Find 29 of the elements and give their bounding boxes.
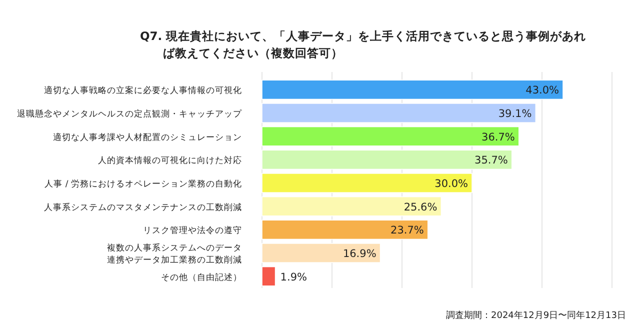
y-tick-label: 適切な人事戦略の立案に必要な人事情報の可視化 [44, 85, 242, 96]
bar [262, 150, 512, 170]
y-tick-label: 退職懸念やメンタルヘルスの定点観測・キャッチアップ [17, 108, 243, 120]
data-label: 30.0% [434, 178, 468, 190]
data-label: 39.1% [498, 108, 532, 120]
bar [262, 173, 472, 193]
bar [262, 220, 428, 240]
data-label: 23.7% [390, 224, 424, 237]
data-label: 43.0% [526, 84, 560, 97]
y-tick-label: 人事 / 労務におけるオペレーション業務の自動化 [44, 178, 242, 190]
chart-title: Q7. 現在貴社において、「人事データ」を上手く活用できていると思う事例があれば教えてください（複数回答可） [140, 29, 586, 60]
text: 調査期間：2024年12月9日〜同年12月13日 [446, 310, 626, 321]
data-label: 35.7% [474, 154, 508, 167]
data-label: 1.9% [280, 271, 307, 284]
data-label: 36.7% [482, 131, 515, 144]
bar [262, 126, 520, 146]
y-tick-label: 人的資本情報の可視化に向けた対応 [98, 155, 242, 166]
bar [262, 266, 276, 286]
bar [262, 80, 564, 100]
data-label: 25.6% [404, 201, 438, 214]
bar [262, 196, 442, 216]
data-label: 16.9% [342, 248, 376, 260]
bar [262, 103, 536, 123]
y-tick-label: その他（自由記述） [161, 272, 242, 283]
y-tick-label: 複数の人事系システムへのデータ連携やデータ加工業務の工数削減 [107, 242, 242, 266]
y-tick-label: 人事系システムのマスタメンテナンスの工数削減 [44, 202, 242, 213]
y-tick-label: 適切な人事考課や人材配置のシミュレーション [53, 132, 242, 143]
y-tick-label: リスク管理や法令の遵守 [143, 225, 242, 236]
bar [262, 243, 381, 263]
